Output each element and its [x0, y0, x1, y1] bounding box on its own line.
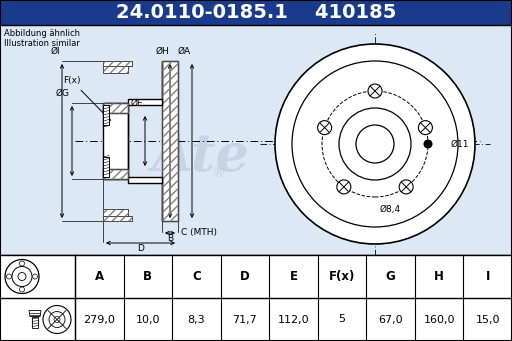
Circle shape: [12, 267, 32, 286]
Circle shape: [275, 44, 475, 244]
Text: ØA: ØA: [178, 47, 191, 56]
Text: I: I: [485, 270, 490, 283]
Text: 10,0: 10,0: [136, 314, 160, 325]
Bar: [0, 25, 512, 255]
Bar: [0, 0, 512, 25]
Circle shape: [5, 260, 39, 294]
Text: 5: 5: [338, 314, 346, 325]
Text: ®: ®: [211, 166, 225, 180]
Text: 67,0: 67,0: [378, 314, 403, 325]
Text: Ø11: Ø11: [451, 139, 470, 148]
Polygon shape: [128, 99, 162, 105]
Circle shape: [43, 306, 71, 333]
Circle shape: [19, 287, 25, 292]
Text: 8,3: 8,3: [187, 314, 205, 325]
Text: C (MTH): C (MTH): [181, 228, 217, 237]
Polygon shape: [103, 103, 128, 113]
Circle shape: [292, 61, 458, 227]
Circle shape: [418, 121, 433, 135]
Circle shape: [339, 108, 411, 180]
Polygon shape: [162, 61, 178, 221]
Text: Ø8,4: Ø8,4: [379, 205, 400, 214]
Text: 112,0: 112,0: [278, 314, 309, 325]
Text: H: H: [434, 270, 444, 283]
Polygon shape: [103, 103, 128, 179]
Bar: [32, 316, 38, 327]
Text: F(x): F(x): [63, 76, 110, 120]
Text: D: D: [240, 270, 250, 283]
Circle shape: [424, 140, 432, 148]
Text: E: E: [289, 270, 297, 283]
Text: ØH: ØH: [155, 47, 169, 56]
Text: D: D: [137, 244, 144, 253]
Text: 15,0: 15,0: [476, 314, 500, 325]
Circle shape: [18, 272, 26, 281]
Circle shape: [399, 180, 413, 194]
Text: ØG: ØG: [56, 89, 70, 98]
Circle shape: [49, 311, 65, 327]
Circle shape: [54, 316, 60, 323]
Polygon shape: [29, 311, 41, 316]
Text: C: C: [192, 270, 201, 283]
Circle shape: [356, 125, 394, 163]
Text: B: B: [167, 234, 173, 243]
Polygon shape: [103, 105, 109, 125]
Polygon shape: [128, 177, 162, 183]
Text: ØI: ØI: [50, 47, 60, 56]
Circle shape: [32, 274, 37, 279]
Text: B: B: [143, 270, 153, 283]
Polygon shape: [103, 157, 109, 177]
Text: 160,0: 160,0: [423, 314, 455, 325]
Circle shape: [19, 261, 25, 266]
Text: F(x): F(x): [329, 270, 355, 283]
Circle shape: [337, 180, 351, 194]
Polygon shape: [103, 66, 128, 73]
Text: G: G: [386, 270, 395, 283]
Text: A: A: [95, 270, 104, 283]
Text: ØE: ØE: [131, 99, 143, 108]
Polygon shape: [103, 169, 128, 179]
Polygon shape: [103, 209, 128, 216]
Polygon shape: [103, 61, 132, 66]
Text: Ate: Ate: [151, 131, 249, 181]
Text: Illustration similar: Illustration similar: [4, 39, 80, 47]
Text: 279,0: 279,0: [83, 314, 115, 325]
Text: 71,7: 71,7: [232, 314, 258, 325]
Text: 24.0110-0185.1    410185: 24.0110-0185.1 410185: [116, 3, 396, 23]
Circle shape: [368, 84, 382, 98]
Circle shape: [317, 121, 332, 135]
Polygon shape: [103, 216, 132, 221]
Bar: [0, 255, 512, 341]
Circle shape: [7, 274, 11, 279]
Text: Abbildung ähnlich: Abbildung ähnlich: [4, 30, 80, 39]
